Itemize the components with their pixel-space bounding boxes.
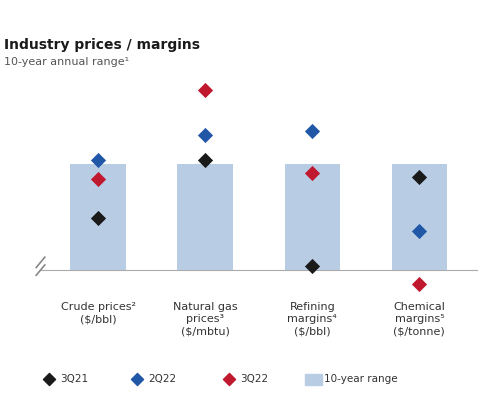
Point — [97, 340, 105, 347]
Point — [416, 174, 423, 181]
Text: 2Q22: 2Q22 — [148, 374, 176, 384]
Bar — [284, 164, 340, 270]
Bar — [70, 164, 126, 270]
Point — [94, 215, 102, 221]
Text: 10-year annual range¹: 10-year annual range¹ — [4, 57, 130, 67]
Point — [309, 170, 317, 177]
Point — [201, 87, 209, 93]
Text: 3Q22: 3Q22 — [241, 374, 269, 384]
Text: Industry prices / margins: Industry prices / margins — [4, 38, 200, 52]
Text: 10-year range: 10-year range — [324, 374, 397, 384]
Bar — [391, 164, 447, 270]
Point — [201, 132, 209, 138]
Point — [416, 280, 423, 287]
Bar — [177, 164, 233, 270]
Point — [94, 176, 102, 183]
Point — [416, 228, 423, 235]
Point — [94, 157, 102, 163]
Point — [141, 340, 148, 347]
Point — [309, 263, 317, 269]
Text: 3Q21: 3Q21 — [61, 374, 89, 384]
Bar — [305, 374, 321, 385]
Point — [309, 127, 317, 134]
Point — [201, 157, 209, 163]
Point — [118, 340, 126, 347]
